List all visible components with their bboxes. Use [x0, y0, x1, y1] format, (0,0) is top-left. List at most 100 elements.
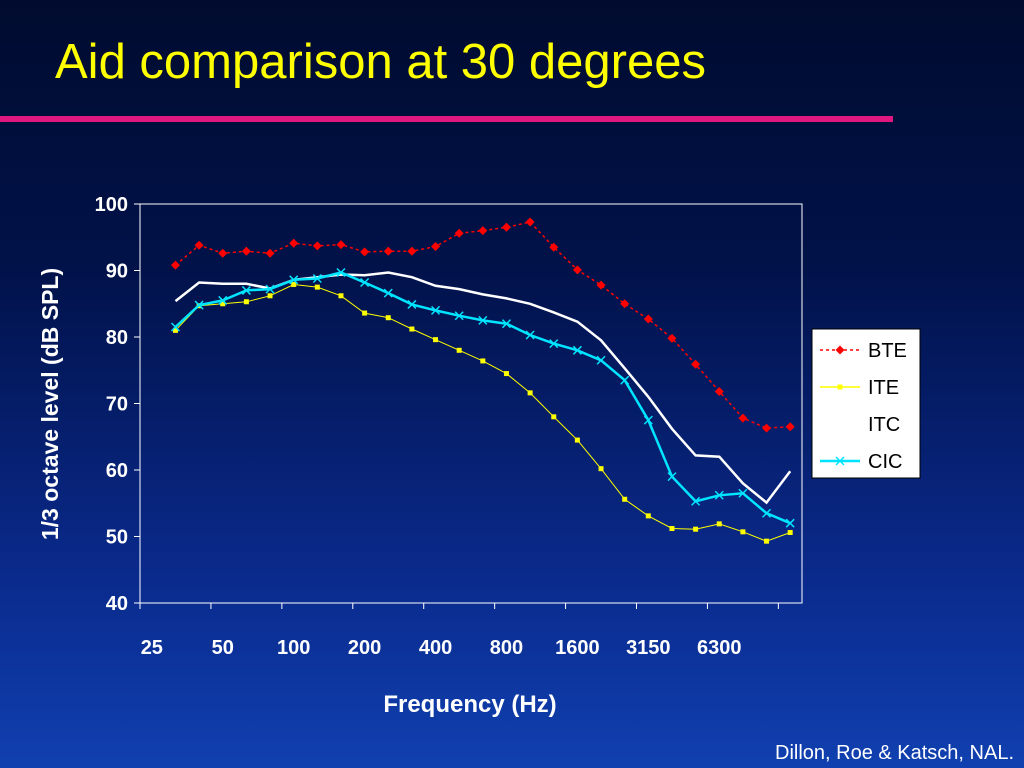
- x-tick-label: 1600: [555, 637, 600, 659]
- point-ite: [456, 347, 462, 353]
- legend-item-cic: CIC: [820, 451, 902, 473]
- series-line-itc: [174, 271, 792, 505]
- y-tick-label: 50: [106, 527, 128, 549]
- legend-label-bte: BTE: [868, 340, 907, 362]
- point-bte: [762, 423, 772, 433]
- x-tick-label: 800: [490, 637, 523, 659]
- point-bte: [667, 333, 677, 343]
- x-tick-label: 400: [419, 637, 452, 659]
- point-ite: [598, 466, 604, 472]
- series-itc: [174, 271, 792, 505]
- point-cic: [218, 295, 228, 305]
- y-tick-label: 80: [106, 327, 128, 349]
- point-cic: [289, 275, 299, 285]
- point-bte: [596, 280, 606, 290]
- point-ite: [291, 281, 297, 287]
- point-ite: [338, 293, 344, 299]
- point-cic: [738, 488, 748, 498]
- point-ite: [693, 526, 699, 532]
- source-credit: Dillon, Roe & Katsch, NAL.: [775, 742, 1014, 764]
- point-ite: [622, 496, 628, 502]
- point-bte: [170, 260, 180, 270]
- point-cic: [336, 267, 346, 278]
- point-cic: [620, 375, 630, 385]
- point-cic: [478, 315, 488, 325]
- legend-label-ite: ITE: [868, 377, 899, 399]
- point-cic: [572, 345, 582, 355]
- point-ite: [787, 530, 793, 536]
- point-cic: [549, 339, 559, 349]
- point-ite: [740, 529, 746, 535]
- point-ite: [172, 327, 178, 333]
- point-cic: [170, 322, 180, 332]
- point-bte: [194, 240, 204, 250]
- point-bte: [241, 246, 251, 256]
- point-bte: [525, 217, 535, 227]
- point-cic: [785, 518, 795, 528]
- point-bte: [643, 314, 653, 324]
- point-cic: [667, 472, 677, 482]
- point-bte: [360, 247, 370, 257]
- series-bte: [170, 217, 795, 433]
- point-cic: [383, 288, 393, 298]
- title-rule: [0, 116, 893, 122]
- point-bte: [478, 226, 488, 236]
- point-ite: [314, 284, 320, 290]
- point-ite: [503, 371, 509, 377]
- y-tick-label: 70: [106, 394, 128, 416]
- point-cic: [431, 305, 441, 315]
- x-axis-label: Frequency (Hz): [383, 691, 556, 718]
- point-bte: [312, 241, 322, 251]
- x-tick-label: 50: [212, 637, 234, 659]
- point-cic: [407, 299, 417, 309]
- point-ite: [574, 437, 580, 443]
- legend-label-itc: ITC: [868, 414, 900, 436]
- point-ite: [480, 358, 486, 364]
- point-bte: [572, 265, 582, 275]
- legend: BTE ITE ITC CIC: [820, 340, 907, 473]
- point-bte: [336, 240, 346, 250]
- point-cic: [714, 490, 724, 500]
- point-cic: [265, 284, 275, 294]
- point-ite: [267, 293, 273, 299]
- point-bte: [501, 222, 511, 232]
- point-ite: [527, 390, 533, 396]
- y-axis: 40 50 60 70 80 90 100: [95, 194, 140, 615]
- point-bte: [431, 242, 441, 252]
- point-ite: [433, 337, 439, 343]
- point-bte: [407, 246, 417, 256]
- point-bte: [454, 228, 464, 238]
- legend-box: [811, 328, 921, 479]
- point-bte: [383, 246, 393, 256]
- point-bte: [289, 238, 299, 248]
- point-bte: [620, 299, 630, 309]
- legend-item-itc: ITC: [820, 414, 900, 436]
- point-ite: [716, 521, 722, 527]
- point-ite: [385, 315, 391, 321]
- point-bte: [218, 248, 228, 258]
- point-cic: [525, 330, 535, 340]
- legend-marker-bte: [835, 345, 845, 355]
- point-ite: [409, 326, 415, 332]
- x-tick-label: 100: [277, 637, 310, 659]
- point-bte: [691, 359, 701, 369]
- y-tick-label: 100: [95, 194, 128, 216]
- y-tick-label: 90: [106, 261, 128, 283]
- point-cic: [501, 319, 511, 329]
- point-ite: [669, 526, 675, 532]
- point-cic: [360, 277, 370, 288]
- legend-marker-ite: [837, 384, 843, 390]
- point-bte: [265, 248, 275, 258]
- x-tick-label: 200: [348, 637, 381, 659]
- point-ite: [551, 414, 557, 420]
- point-cic: [691, 496, 701, 506]
- point-ite: [362, 310, 368, 316]
- point-cic: [194, 300, 204, 310]
- point-cic: [454, 311, 464, 321]
- point-ite: [220, 301, 226, 307]
- point-ite: [645, 513, 651, 519]
- x-tick-label: 25: [141, 637, 163, 659]
- point-bte: [549, 242, 559, 252]
- point-cic: [596, 355, 606, 365]
